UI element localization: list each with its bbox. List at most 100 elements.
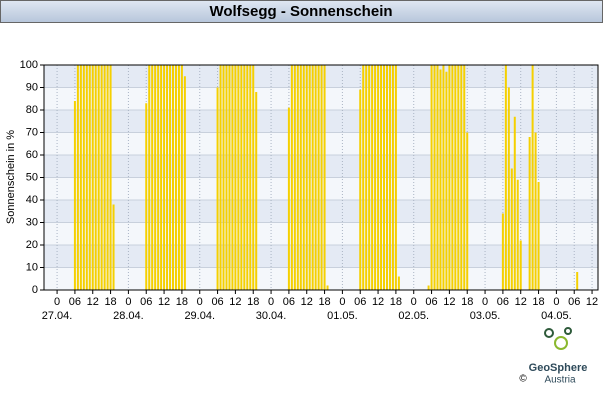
x-tick-label: 06: [354, 296, 366, 308]
bar: [287, 107, 290, 290]
bar: [112, 204, 115, 290]
y-tick-label: 70: [26, 126, 38, 138]
x-tick-label: 06: [69, 296, 81, 308]
bar: [463, 65, 466, 290]
bar: [439, 69, 442, 290]
bar: [359, 89, 362, 290]
bar: [79, 65, 82, 290]
date-label: 27.04.: [42, 310, 73, 322]
logo-sub: Austria: [544, 375, 576, 386]
bar: [576, 272, 579, 290]
y-tick-label: 40: [26, 194, 38, 206]
copyright: ©: [519, 374, 527, 385]
bar: [326, 285, 329, 290]
bar: [240, 65, 243, 290]
bar: [507, 87, 510, 290]
y-tick-label: 80: [26, 104, 38, 116]
bar: [151, 65, 154, 290]
y-tick-label: 0: [32, 284, 38, 296]
x-tick-label: 06: [568, 296, 580, 308]
bar: [100, 65, 103, 290]
bar: [290, 65, 293, 290]
bar: [374, 65, 377, 290]
x-tick-label: 12: [515, 296, 527, 308]
date-label: 02.05.: [398, 310, 429, 322]
y-axis-label: Sonnenschein in %: [5, 130, 17, 224]
bar: [501, 213, 504, 290]
bar: [388, 65, 391, 290]
bar: [394, 65, 397, 290]
x-tick-label: 0: [482, 296, 488, 308]
x-tick-label: 12: [158, 296, 170, 308]
logo-icon: [564, 327, 572, 335]
bar: [323, 65, 326, 290]
plot-border: [43, 64, 599, 291]
bar: [174, 65, 177, 290]
bar: [368, 65, 371, 290]
bar: [314, 65, 317, 290]
logo-icon: [554, 336, 568, 350]
y-tick-label: 50: [26, 171, 38, 183]
bar: [82, 65, 85, 290]
bar: [85, 65, 88, 290]
bar: [148, 65, 151, 290]
bar: [451, 65, 454, 290]
bar: [299, 65, 302, 290]
y-tick-label: 90: [26, 81, 38, 93]
bar: [397, 276, 400, 290]
x-tick-label: 18: [318, 296, 330, 308]
bar: [222, 65, 225, 290]
y-tick-label: 60: [26, 149, 38, 161]
bar: [177, 65, 180, 290]
x-tick-label: 06: [211, 296, 223, 308]
x-tick-label: 06: [497, 296, 509, 308]
bar: [97, 65, 100, 290]
bar: [448, 65, 451, 290]
bar: [430, 65, 433, 290]
logo-name: GeoSphere: [529, 362, 588, 374]
x-tick-label: 18: [390, 296, 402, 308]
y-tick-label: 30: [26, 216, 38, 228]
bar: [436, 65, 439, 290]
bar: [73, 101, 76, 290]
bar: [519, 240, 522, 290]
y-tick-label: 10: [26, 261, 38, 273]
bar: [154, 65, 157, 290]
bar: [296, 65, 299, 290]
x-tick-label: 18: [461, 296, 473, 308]
logo: GeoSphere Austria ©: [519, 327, 588, 386]
bar: [537, 182, 540, 290]
bar: [293, 65, 296, 290]
x-tick-label: 06: [140, 296, 152, 308]
x-tick-label: 18: [176, 296, 188, 308]
bar: [383, 65, 386, 290]
bar: [320, 65, 323, 290]
x-tick-label: 12: [229, 296, 241, 308]
bar: [234, 65, 237, 290]
bar: [106, 65, 109, 290]
bar: [163, 65, 166, 290]
bar: [166, 65, 169, 290]
bar: [109, 65, 112, 290]
bar: [249, 65, 252, 290]
bar: [169, 65, 172, 290]
bar: [237, 65, 240, 290]
x-tick-label: 18: [104, 296, 116, 308]
bar: [510, 168, 513, 290]
bar: [76, 65, 79, 290]
x-tick-label: 18: [532, 296, 544, 308]
bar: [427, 285, 430, 290]
bar: [534, 132, 537, 290]
x-tick-label: 06: [425, 296, 437, 308]
bar: [243, 65, 246, 290]
bar: [362, 65, 365, 290]
bar: [457, 65, 460, 290]
x-tick-label: 0: [553, 296, 559, 308]
bar: [377, 65, 380, 290]
x-tick-label: 12: [586, 296, 598, 308]
bar: [225, 65, 228, 290]
bar: [183, 76, 186, 290]
bar: [308, 65, 311, 290]
